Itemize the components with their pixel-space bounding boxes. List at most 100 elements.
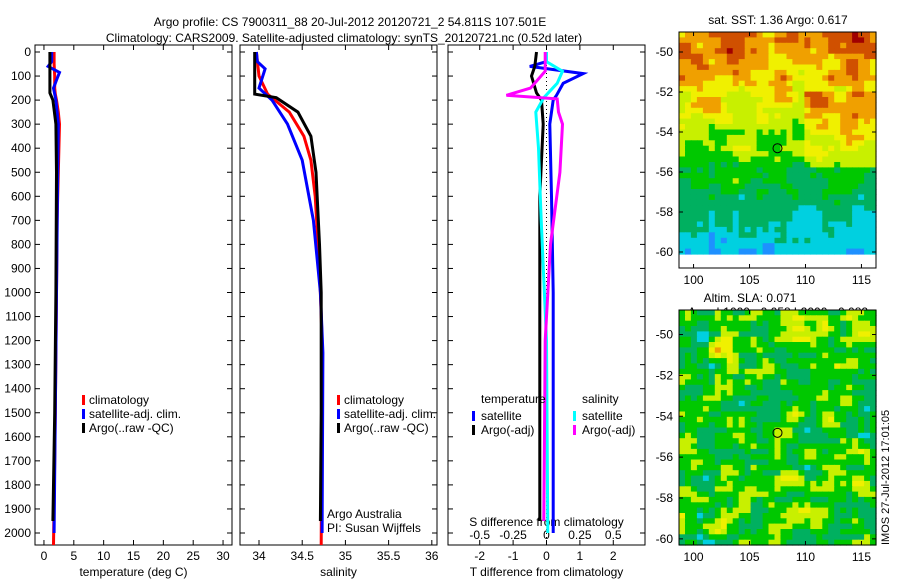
map-cell xyxy=(834,183,841,190)
map-cell xyxy=(786,518,794,525)
y-tick-label: 1500 xyxy=(4,406,31,420)
map-cell xyxy=(726,470,734,477)
map-cell xyxy=(738,518,746,525)
map-cell xyxy=(846,502,853,509)
map-cell xyxy=(738,315,746,322)
map-cell xyxy=(822,384,829,391)
map-cell xyxy=(858,358,865,364)
map-cell xyxy=(732,347,740,354)
map-cell xyxy=(714,331,722,338)
map-cell xyxy=(834,221,841,228)
map-cell xyxy=(762,162,770,168)
map-cell xyxy=(702,320,710,327)
map-cell xyxy=(756,248,764,255)
map-cell xyxy=(768,411,776,418)
map-cell xyxy=(870,496,877,503)
map-cell xyxy=(846,326,853,332)
map-cell xyxy=(768,390,776,396)
map-cell xyxy=(774,53,782,60)
map-cell xyxy=(786,162,794,168)
map-cell xyxy=(786,194,794,201)
map-cell xyxy=(696,411,704,418)
map-cell xyxy=(840,151,847,158)
map-cell xyxy=(685,336,692,343)
map-cell xyxy=(804,48,811,55)
map-cell xyxy=(810,86,817,93)
map-cell xyxy=(792,432,799,439)
y-tick-label: -50 xyxy=(656,45,674,59)
map-cell xyxy=(744,97,752,103)
map-cell xyxy=(786,199,794,206)
map-cell xyxy=(864,422,871,429)
map-cell xyxy=(708,502,716,509)
map-cell xyxy=(690,32,698,38)
map-cell xyxy=(822,48,829,55)
map-cell xyxy=(774,113,782,120)
legend-label: satellite xyxy=(481,409,522,423)
map-cell xyxy=(858,459,865,466)
map-cell xyxy=(768,64,776,71)
map-cell xyxy=(834,199,841,206)
map-cell xyxy=(732,118,740,125)
map-cell xyxy=(846,162,853,168)
map-cell xyxy=(870,243,877,250)
map-cell xyxy=(774,237,782,244)
map-cell xyxy=(804,124,811,130)
map-cell xyxy=(696,86,704,93)
map-cell xyxy=(864,221,871,228)
map-cell xyxy=(840,310,847,316)
map-cell xyxy=(744,232,752,239)
map-cell xyxy=(816,331,823,338)
map-cell xyxy=(822,427,829,434)
map-cell xyxy=(756,443,764,450)
map-cell xyxy=(792,331,799,338)
map-cell xyxy=(810,232,817,239)
map-cell xyxy=(798,342,805,348)
map-cell xyxy=(828,352,835,359)
map-cell xyxy=(804,513,811,519)
map-cell xyxy=(780,432,788,439)
map-cell xyxy=(738,232,746,239)
map-cell xyxy=(804,448,811,455)
map-cell xyxy=(696,513,704,519)
map-cell xyxy=(822,315,829,322)
map-cell xyxy=(702,518,710,525)
map-cell xyxy=(822,454,829,461)
map-cell xyxy=(762,189,770,195)
map-cell xyxy=(702,145,710,152)
map-cell xyxy=(744,172,752,179)
map-cell xyxy=(870,395,877,402)
map-cell xyxy=(852,475,859,482)
map-cell xyxy=(804,248,811,255)
profile-panel-1: 0100200300400500600700800900100011001200… xyxy=(4,44,233,579)
map-cell xyxy=(846,86,853,93)
map-cell xyxy=(756,363,764,370)
map-cell xyxy=(702,326,710,332)
map-cell xyxy=(714,113,722,120)
map-cell xyxy=(840,53,847,60)
map-cell xyxy=(708,310,716,316)
map-cell xyxy=(864,384,871,391)
map-cell xyxy=(834,156,841,163)
y-tick-label: -58 xyxy=(656,491,674,505)
map-cell xyxy=(852,64,859,71)
map-cell xyxy=(834,326,841,332)
legend-swatch xyxy=(472,425,475,435)
map-cell xyxy=(714,118,722,125)
map-cell xyxy=(738,216,746,223)
map-cell xyxy=(714,216,722,223)
map-cell xyxy=(816,37,823,44)
map-cell xyxy=(702,438,710,445)
map-cell xyxy=(864,529,871,535)
map-cell xyxy=(679,374,686,380)
map-cell xyxy=(750,183,758,190)
map-cell xyxy=(726,502,734,509)
map-cell xyxy=(768,113,776,120)
map-cell xyxy=(702,464,710,471)
map-cell xyxy=(768,189,776,195)
map-cell xyxy=(810,48,817,55)
map-cell xyxy=(816,183,823,190)
map-cell xyxy=(792,140,799,147)
map-cell xyxy=(679,422,686,429)
map-cell xyxy=(768,156,776,163)
